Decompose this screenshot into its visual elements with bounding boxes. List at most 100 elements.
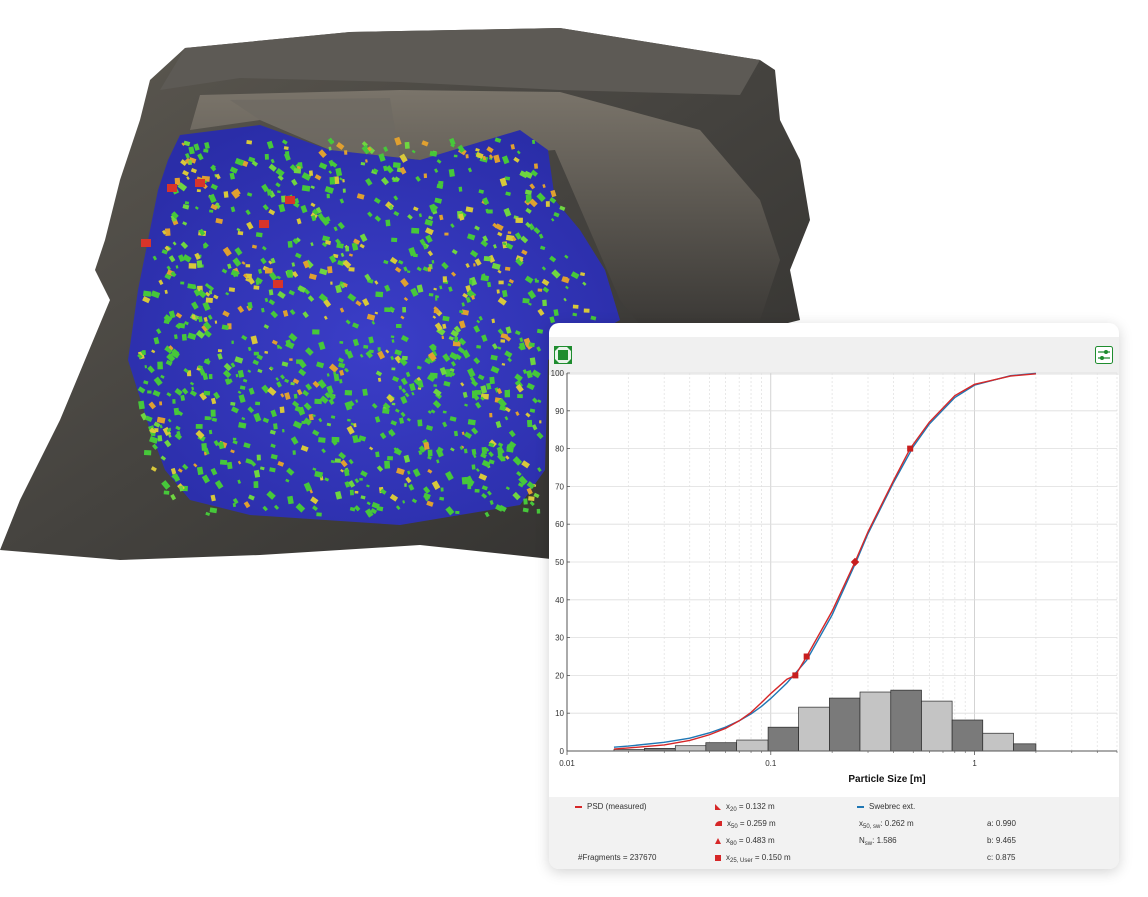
rock-fragment <box>563 297 567 302</box>
rock-fragment <box>308 170 314 176</box>
rock-fragment <box>207 314 213 320</box>
rock-fragment <box>530 169 538 177</box>
rock-fragment <box>411 149 416 154</box>
rock-fragment <box>264 153 269 160</box>
rock-fragment <box>491 262 501 271</box>
rock-fragment <box>217 353 223 360</box>
rock-fragment <box>508 278 514 284</box>
rock-fragment <box>215 173 221 180</box>
rock-fragment <box>205 358 210 364</box>
rock-fragment <box>203 316 208 323</box>
rock-fragment <box>246 221 254 230</box>
rock-fragment <box>499 177 508 187</box>
rock-fragment <box>202 301 211 311</box>
rock-fragment <box>232 439 238 445</box>
rock-fragment <box>434 322 443 332</box>
rock-fragment <box>218 441 225 450</box>
rock-fragment <box>312 429 320 437</box>
y-tick-label: 80 <box>555 445 564 454</box>
rock-fragment <box>494 137 502 143</box>
rock-fragment <box>526 382 535 391</box>
rock-fragment <box>442 276 447 283</box>
fit-view-icon[interactable] <box>554 346 572 364</box>
rock-fragment <box>502 242 507 246</box>
rock-fragment <box>296 359 303 364</box>
rock-fragment <box>541 266 547 271</box>
rock-fragment <box>491 343 498 350</box>
rock-fragment <box>425 234 433 244</box>
rock-fragment <box>449 368 455 372</box>
rock-fragment <box>268 163 277 172</box>
y-tick-label: 10 <box>555 709 564 718</box>
rock-fragment <box>214 320 218 324</box>
rock-fragment <box>372 168 379 174</box>
rock-fragment <box>150 432 156 437</box>
rock-fragment <box>550 189 557 198</box>
rock-fragment <box>345 246 350 252</box>
rock-fragment <box>433 287 437 291</box>
rock-fragment <box>419 238 426 246</box>
rock-fragment <box>527 289 537 300</box>
rock-fragment <box>385 165 394 174</box>
rock-fragment <box>213 391 221 400</box>
x80-marker <box>907 445 914 452</box>
rock-fragment <box>344 367 349 373</box>
rock-fragment <box>359 478 363 481</box>
rock-fragment <box>409 382 416 392</box>
rock-fragment <box>572 312 578 317</box>
rock-fragment <box>208 290 213 295</box>
rock-fragment <box>513 156 520 163</box>
rock-fragment <box>525 412 531 418</box>
rock-fragment <box>164 273 172 280</box>
rock-fragment <box>542 183 546 189</box>
rock-fragment <box>520 235 529 244</box>
rock-fragment <box>497 442 504 447</box>
rock-fragment <box>289 358 293 361</box>
rock-fragment <box>157 361 163 370</box>
rock-fragment <box>175 323 182 330</box>
rock-fragment <box>427 455 432 460</box>
rock-fragment <box>208 429 213 435</box>
rock-fragment <box>522 298 530 304</box>
rock-fragment <box>389 256 398 265</box>
rock-fragment <box>178 485 184 492</box>
rock-fragment <box>442 315 450 322</box>
rock-fragment <box>282 309 289 317</box>
rock-fragment <box>287 240 293 248</box>
rock-fragment <box>453 154 458 158</box>
rock-fragment <box>487 490 492 496</box>
rock-fragment <box>291 178 298 186</box>
rock-fragment <box>210 397 217 405</box>
rock-fragment <box>318 437 326 443</box>
rock-fragment <box>418 445 427 453</box>
rock-fragment <box>369 446 374 451</box>
rock-fragment <box>436 183 444 189</box>
sliders-settings-icon[interactable] <box>1095 346 1113 364</box>
rock-fragment <box>340 283 346 289</box>
rock-fragment <box>404 483 407 487</box>
rock-fragment <box>466 233 476 241</box>
rock-fragment <box>277 190 281 194</box>
rock-fragment <box>351 242 359 251</box>
rock-fragment <box>256 354 264 361</box>
rock-fragment <box>424 218 434 227</box>
rock-fragment <box>205 297 214 304</box>
rock-fragment <box>371 501 380 510</box>
rock-fragment <box>389 493 399 502</box>
rock-fragment <box>393 195 399 201</box>
histogram-bar <box>829 697 861 752</box>
rock-fragment <box>504 176 511 181</box>
rock-fragment <box>445 471 454 481</box>
y-tick-label: 0 <box>560 747 565 756</box>
y-tick-label: 70 <box>555 482 564 491</box>
rock-fragment <box>496 387 503 395</box>
y-tick-label: 30 <box>555 634 564 643</box>
rock-fragment <box>327 392 336 401</box>
rock-fragment <box>337 221 345 230</box>
rock-fragment <box>517 394 523 399</box>
rock-fragment <box>396 467 405 476</box>
histogram-bar <box>705 742 738 752</box>
rock-fragment <box>362 388 368 396</box>
rock-fragment <box>232 437 237 441</box>
rock-fragment <box>277 174 284 181</box>
